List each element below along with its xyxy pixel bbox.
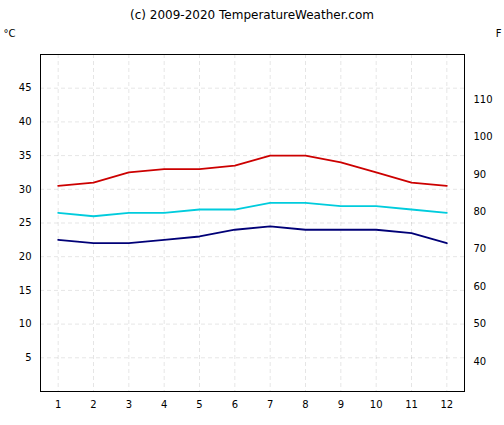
svg-text:9: 9 [338,399,344,410]
svg-text:5: 5 [25,352,31,363]
svg-text:8: 8 [302,399,308,410]
svg-text:80: 80 [474,206,487,217]
svg-text:F: F [496,28,502,39]
svg-text:12: 12 [440,399,453,410]
svg-text:35: 35 [19,150,32,161]
svg-text:5: 5 [196,399,202,410]
svg-text:20: 20 [19,251,32,262]
svg-text:6: 6 [232,399,238,410]
svg-text:40: 40 [474,356,487,367]
svg-text:30: 30 [19,184,32,195]
svg-text:25: 25 [19,217,32,228]
svg-text:90: 90 [474,169,487,180]
svg-text:60: 60 [474,281,487,292]
html-text:(c) 2009-2020 TemperatureWeath: (c) 2009-2020 TemperatureWeather.com [130,8,374,22]
svg-text:10: 10 [370,399,383,410]
svg-text:50: 50 [474,318,487,329]
svg-text:7: 7 [267,399,273,410]
svg-text:3: 3 [126,399,132,410]
svg-text:100: 100 [474,131,493,142]
svg-text:4: 4 [161,399,167,410]
svg-text:45: 45 [19,82,32,93]
svg-text:40: 40 [19,116,32,127]
svg-text:°C: °C [4,28,16,39]
svg-text:70: 70 [474,243,487,254]
svg-text:10: 10 [19,318,32,329]
svg-text:15: 15 [19,285,32,296]
svg-text:110: 110 [474,94,493,105]
svg-text:2: 2 [90,399,96,410]
svg-text:1: 1 [55,399,61,410]
svg-text:11: 11 [405,399,418,410]
